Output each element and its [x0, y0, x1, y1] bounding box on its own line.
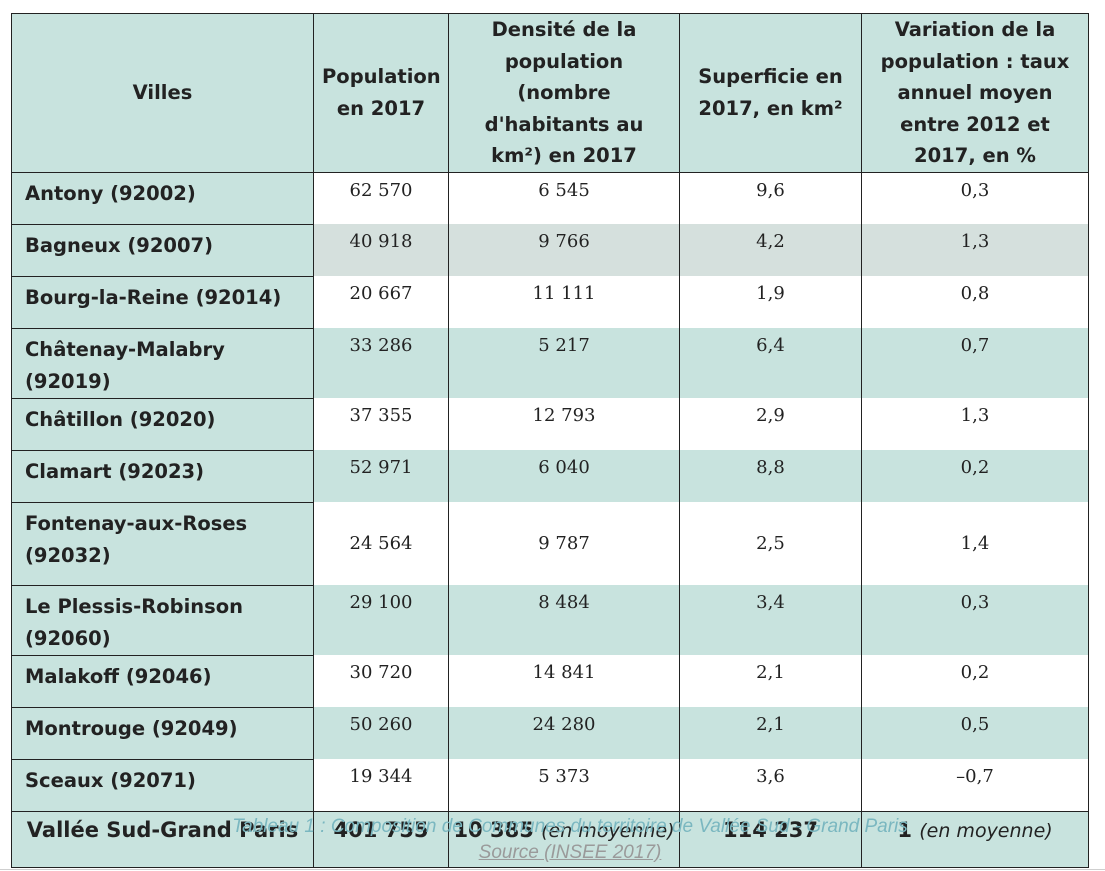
- area-cell: 2,5: [679, 502, 862, 585]
- variation-cell: 0,2: [861, 450, 1089, 502]
- area-cell: 9,6: [679, 172, 862, 224]
- population-cell: 24 564: [313, 502, 449, 585]
- population-cell: 40 918: [313, 224, 449, 276]
- area-cell: 3,6: [679, 759, 862, 811]
- communes-table: Villes Population en 2017 Densité de la …: [11, 13, 1089, 868]
- variation-cell: 0,8: [861, 276, 1089, 328]
- total-density: 10 385: [453, 817, 534, 842]
- density-cell: 14 841: [448, 655, 680, 707]
- city-name: Antony (92002): [11, 171, 314, 225]
- city-name: Châtillon (92020): [11, 397, 314, 451]
- variation-cell: 0,5: [861, 707, 1089, 759]
- total-area: 114 237: [679, 810, 862, 868]
- total-row: Vallée Sud-Grand Paris 401 755 10 385 (e…: [11, 810, 1089, 868]
- density-cell: 5 217: [448, 328, 680, 398]
- population-cell: 19 344: [313, 759, 449, 811]
- table-row: Clamart (92023) 52 971 6 040 8,8 0,2: [11, 449, 1089, 503]
- density-cell: 24 280: [448, 707, 680, 759]
- table-row: Châtenay-Malabry (92019) 33 286 5 217 6,…: [11, 327, 1089, 399]
- area-cell: 4,2: [679, 224, 862, 276]
- city-name: Bourg-la-Reine (92014): [11, 275, 314, 329]
- total-density-note: (en moyenne): [541, 819, 675, 842]
- header-villes: Villes: [11, 13, 314, 173]
- area-cell: 8,8: [679, 450, 862, 502]
- header-area: Superficie en 2017, en km²: [679, 13, 862, 173]
- table-row: Bagneux (92007) 40 918 9 766 4,2 1,3: [11, 223, 1089, 277]
- total-label: Vallée Sud-Grand Paris: [11, 810, 314, 868]
- area-cell: 2,1: [679, 655, 862, 707]
- city-name: Montrouge (92049): [11, 706, 314, 760]
- source-note: Source (INSEE 2017): [478, 842, 662, 863]
- table-row: Antony (92002) 62 570 6 545 9,6 0,3: [11, 171, 1089, 225]
- city-name: Clamart (92023): [11, 449, 314, 503]
- density-cell: 6 040: [448, 450, 680, 502]
- population-cell: 52 971: [313, 450, 449, 502]
- population-cell: 62 570: [313, 172, 449, 224]
- area-cell: 2,9: [679, 398, 862, 450]
- density-cell: 11 111: [448, 276, 680, 328]
- density-cell: 12 793: [448, 398, 680, 450]
- variation-cell: 1,3: [861, 398, 1089, 450]
- density-cell: 6 545: [448, 172, 680, 224]
- table-row: Le Plessis-Robinson (92060) 29 100 8 484…: [11, 584, 1089, 656]
- total-density-cell: 10 385 (en moyenne): [448, 810, 680, 868]
- population-cell: 20 667: [313, 276, 449, 328]
- table-caption: Tableau 1 : Composition de Communes du t…: [232, 816, 908, 837]
- city-name: Fontenay-aux-Roses (92032): [11, 501, 314, 586]
- header-population: Population en 2017: [313, 13, 449, 173]
- variation-cell: 0,7: [861, 328, 1089, 398]
- variation-cell: 0,3: [861, 172, 1089, 224]
- table-row: Montrouge (92049) 50 260 24 280 2,1 0,5: [11, 706, 1089, 760]
- header-row: Villes Population en 2017 Densité de la …: [11, 13, 1089, 173]
- city-name: Malakoff (92046): [11, 654, 314, 708]
- variation-cell: –0,7: [861, 759, 1089, 811]
- total-variation: 1: [897, 817, 912, 842]
- area-cell: 3,4: [679, 585, 862, 655]
- city-name: Le Plessis-Robinson (92060): [11, 584, 314, 656]
- table-row: Châtillon (92020) 37 355 12 793 2,9 1,3: [11, 397, 1089, 451]
- population-cell: 50 260: [313, 707, 449, 759]
- bottom-divider: [0, 869, 1105, 870]
- density-cell: 8 484: [448, 585, 680, 655]
- variation-cell: 0,3: [861, 585, 1089, 655]
- city-name: Châtenay-Malabry (92019): [11, 327, 314, 399]
- variation-cell: 1,4: [861, 502, 1089, 585]
- area-cell: 1,9: [679, 276, 862, 328]
- table-row: Malakoff (92046) 30 720 14 841 2,1 0,2: [11, 654, 1089, 708]
- total-variation-note: (en moyenne): [919, 819, 1053, 842]
- area-cell: 6,4: [679, 328, 862, 398]
- table-row: Fontenay-aux-Roses (92032) 24 564 9 787 …: [11, 501, 1089, 586]
- header-density: Densité de la population (nombre d'habit…: [448, 13, 680, 173]
- city-name: Sceaux (92071): [11, 758, 314, 812]
- city-name: Bagneux (92007): [11, 223, 314, 277]
- area-cell: 2,1: [679, 707, 862, 759]
- density-cell: 5 373: [448, 759, 680, 811]
- header-variation: Variation de la population : taux annuel…: [861, 13, 1089, 173]
- population-cell: 29 100: [313, 585, 449, 655]
- total-variation-cell: 1 (en moyenne): [861, 810, 1089, 868]
- table-row: Sceaux (92071) 19 344 5 373 3,6 –0,7: [11, 758, 1089, 812]
- density-cell: 9 787: [448, 502, 680, 585]
- variation-cell: 0,2: [861, 655, 1089, 707]
- density-cell: 9 766: [448, 224, 680, 276]
- table-row: Bourg-la-Reine (92014) 20 667 11 111 1,9…: [11, 275, 1089, 329]
- population-cell: 33 286: [313, 328, 449, 398]
- variation-cell: 1,3: [861, 224, 1089, 276]
- population-cell: 30 720: [313, 655, 449, 707]
- population-cell: 37 355: [313, 398, 449, 450]
